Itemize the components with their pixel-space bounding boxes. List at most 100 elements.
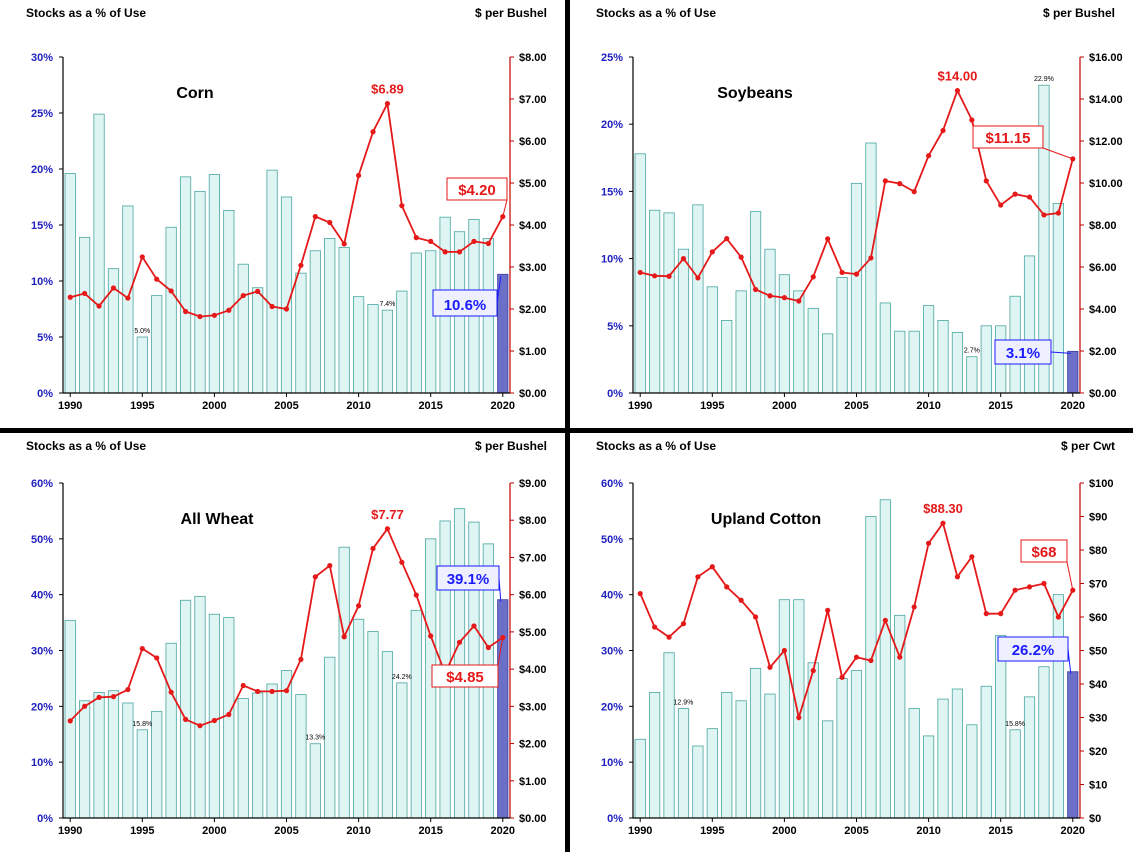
stocks-bar: [410, 609, 422, 819]
left-axis-tick-label: 0%: [607, 388, 623, 400]
stocks-bar: [1023, 696, 1036, 819]
stocks-bar: [93, 113, 105, 394]
stocks-bar: [107, 690, 120, 819]
price-point: [413, 235, 419, 241]
right-axis-header: $ per Bushel: [474, 6, 547, 20]
price-point: [652, 273, 658, 279]
price-point: [168, 288, 174, 294]
price-point: [911, 604, 917, 610]
stocks-bar: [778, 599, 790, 819]
price-point: [1055, 614, 1061, 620]
stocks-bar: [1052, 203, 1064, 394]
price-point: [485, 240, 491, 247]
price-point: [428, 238, 434, 244]
stocks-bar: [1023, 255, 1036, 394]
x-axis-tick-label: 2020: [491, 825, 515, 837]
stocks-bar: [923, 305, 935, 394]
left-axis-tick-label: 10%: [601, 757, 623, 769]
price-point: [709, 249, 715, 255]
right-axis-tick-label: $0.00: [519, 388, 547, 400]
stocks-bar: [266, 683, 278, 819]
price-point: [125, 686, 131, 693]
current-price-callout-box: [972, 125, 1044, 149]
cotton-chart-panel: Stocks as a % of Use $ per Cwt 0% 10% 20% 3…: [570, 433, 1133, 852]
x-axis-tick-label: 2015: [988, 400, 1012, 412]
price-point: [283, 306, 290, 312]
price-point: [810, 668, 816, 674]
right-axis-tick-label: $4.00: [519, 220, 547, 232]
stocks-bar: [706, 728, 718, 819]
left-axis-tick-label: 0%: [607, 813, 623, 825]
price-point: [355, 603, 362, 609]
stocks-bar: [966, 356, 978, 394]
right-axis-tick-label: $8.00: [1089, 220, 1117, 232]
price-point: [969, 554, 975, 560]
chart-title: Upland Cotton: [711, 511, 821, 528]
soybeans-chart: 0% 5% 10% 15% 20% 25% $0.00 $2.00 $4.00 $6.00 $8.0…: [601, 52, 1123, 412]
bar-data-label: 15.8%: [132, 721, 152, 728]
price-point: [82, 703, 88, 709]
stocks-bar: [951, 688, 964, 819]
price-point: [182, 308, 189, 315]
current-stocks-callout-box: [994, 339, 1052, 365]
price-point: [839, 674, 845, 680]
price-point: [1041, 212, 1047, 218]
corn-chart-panel: Stocks as a % of Use $ per Bushel 0% 5% 10…: [0, 0, 565, 428]
stocks-bar: [879, 302, 891, 394]
left-axis-tick-label: 0%: [37, 388, 53, 400]
chart-title: Corn: [176, 85, 213, 102]
price-point: [182, 716, 189, 722]
price-point: [810, 274, 816, 280]
price-point: [652, 624, 658, 630]
bar-data-label: 2.7%: [964, 348, 980, 355]
right-axis-tick-label: $9.00: [519, 478, 547, 490]
stocks-bar: [237, 263, 249, 394]
price-point: [168, 689, 174, 695]
right-axis-header: $ per Bushel: [474, 439, 547, 453]
left-axis-tick-label: 10%: [31, 276, 53, 288]
stocks-bar: [324, 238, 336, 394]
price-point: [767, 664, 773, 670]
left-axis-tick-label: 10%: [601, 254, 623, 266]
price-point: [341, 241, 347, 247]
right-axis-tick-label: $0: [1089, 813, 1101, 825]
stocks-bar: [367, 631, 379, 819]
price-point: [738, 254, 744, 260]
right-axis-tick-label: $2.00: [519, 304, 547, 316]
price-point: [998, 202, 1004, 208]
stocks-bar: [165, 226, 177, 394]
price-point: [399, 559, 405, 565]
stocks-bar: [778, 274, 790, 394]
stocks-bar: [692, 745, 704, 819]
price-point: [240, 682, 246, 689]
x-axis-tick-label: 1990: [628, 825, 652, 837]
right-axis-tick-label: $10.00: [1089, 178, 1123, 190]
right-axis-header: $ per Bushel: [1042, 6, 1115, 20]
left-axis-tick-label: 20%: [601, 701, 623, 713]
right-axis-tick-label: $14.00: [1089, 94, 1123, 106]
x-axis-tick-label: 2000: [202, 825, 226, 837]
x-axis-tick-label: 2020: [1061, 400, 1085, 412]
price-point: [925, 540, 932, 546]
right-axis-tick-label: $10: [1089, 780, 1107, 792]
stocks-bar: [822, 333, 834, 394]
stocks-bar: [208, 174, 220, 394]
price-point: [67, 294, 73, 300]
price-point: [695, 275, 701, 281]
left-axis-tick-label: 60%: [601, 478, 623, 490]
bar-data-label: 24.2%: [392, 674, 412, 681]
price-point: [752, 286, 759, 293]
bar-data-label: 13.3%: [305, 735, 325, 742]
price-point: [738, 597, 744, 603]
price-point: [154, 655, 160, 661]
stocks-bar: [908, 708, 920, 819]
price-point: [897, 654, 903, 660]
stocks-bar: [64, 173, 76, 394]
cotton-chart: 0% 10% 20% 30% 40% 50% 60% $0 $10 $20 $30 $40 $50 $60…: [601, 478, 1114, 837]
stocks-bar: [208, 613, 220, 819]
price-point: [456, 639, 463, 645]
stocks-bar: [252, 287, 264, 394]
x-axis-tick-label: 1990: [628, 400, 652, 412]
price-point: [384, 101, 391, 107]
price-point: [853, 654, 860, 660]
